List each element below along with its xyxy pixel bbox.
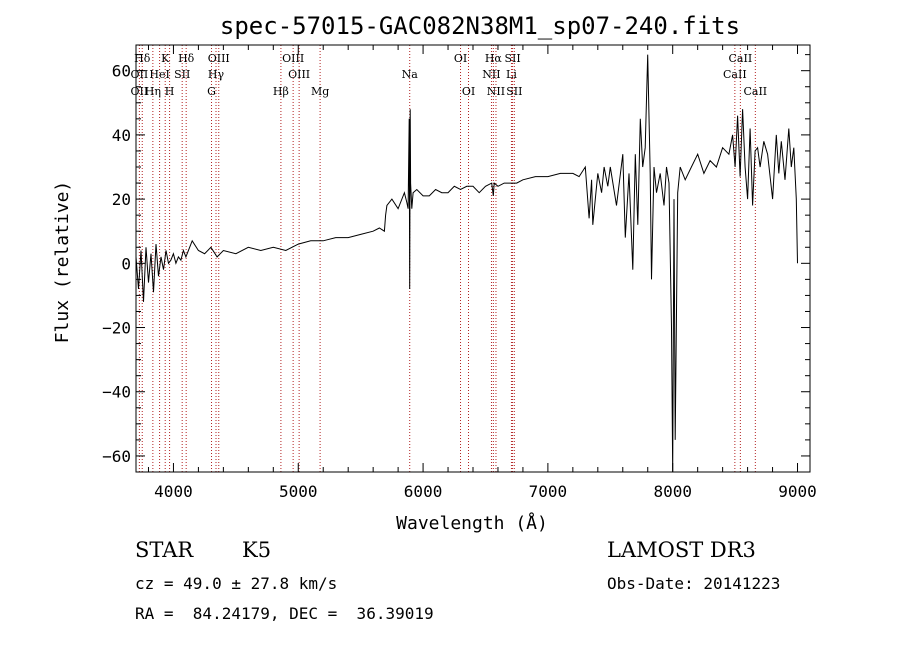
line-marker-label: H [165,85,175,98]
line-marker-label: OI [462,85,475,98]
line-marker-label: Hη [145,85,161,98]
line-marker-label: NII [482,68,500,81]
emission-line-labels: Hδ OII OII K HeI Hη Hδ SII H OIII Hγ G OIII OIII Hβ Mg N… [131,52,768,98]
x-axis-ticks: 4000 5000 6000 7000 8000 9000 [147,45,817,501]
line-marker-label: CaII [743,85,767,98]
line-marker-label: Li [506,68,517,81]
line-marker-label: SII [174,68,190,81]
x-tick-label: 8000 [653,482,692,501]
line-marker-label: SII [506,85,522,98]
line-marker-label: SII [504,52,520,65]
line-marker-label: Hα [485,52,503,65]
x-tick-label: 9000 [778,482,817,501]
line-marker-label: CaII [729,52,753,65]
line-marker-label: OIII [288,68,310,81]
x-axis-label: Wavelength (Å) [396,512,548,534]
x-tick-label: 5000 [279,482,318,501]
chart-title: spec-57015-GAC082N38M1_sp07-240.fits [220,12,740,40]
y-tick-label: 0 [121,254,131,273]
line-marker-label: OII [131,68,149,81]
line-marker-label: CaII [723,68,747,81]
coordinates: RA = 84.24179, DEC = 36.39019 [135,604,434,623]
y-tick-label: 40 [112,126,131,145]
x-tick-label: 7000 [529,482,568,501]
line-marker-label: Hβ [273,85,289,98]
line-marker-label: Hγ [208,68,225,81]
y-axis-ticks: −60 −40 −20 0 20 40 60 [102,54,810,466]
x-tick-label: 4000 [154,482,193,501]
y-tick-label: 20 [112,190,131,209]
survey-name: LAMOST DR3 [607,538,756,562]
y-tick-label: −40 [102,383,131,402]
line-marker-label: HeI [149,68,169,81]
x-tick-label: 6000 [404,482,443,501]
line-marker-label: OIII [282,52,304,65]
object-class: STAR [135,538,194,562]
line-marker-label: Na [402,68,419,81]
redshift-readout: cz = 49.0 ± 27.8 km/s [135,574,338,593]
y-tick-label: −60 [102,447,131,466]
line-marker-label: Mg [311,85,329,98]
y-tick-label: −20 [102,319,131,338]
y-tick-label: 60 [112,62,131,81]
object-subclass: K5 [242,538,272,562]
line-marker-label: NII [487,85,505,98]
line-marker-label: OIII [208,52,230,65]
line-marker-label: K [161,52,170,65]
line-marker-label: Hδ [178,52,195,65]
line-marker-label: OII [131,85,149,98]
y-axis-label: Flux (relative) [52,181,73,344]
line-marker-label: Hδ [134,52,151,65]
plot-frame [135,44,811,473]
obs-date: Obs-Date: 20141223 [607,574,781,593]
flux-series-line [135,54,798,473]
emission-line-markers [138,45,756,472]
line-marker-label: OI [454,52,467,65]
line-marker-label: G [207,85,216,98]
